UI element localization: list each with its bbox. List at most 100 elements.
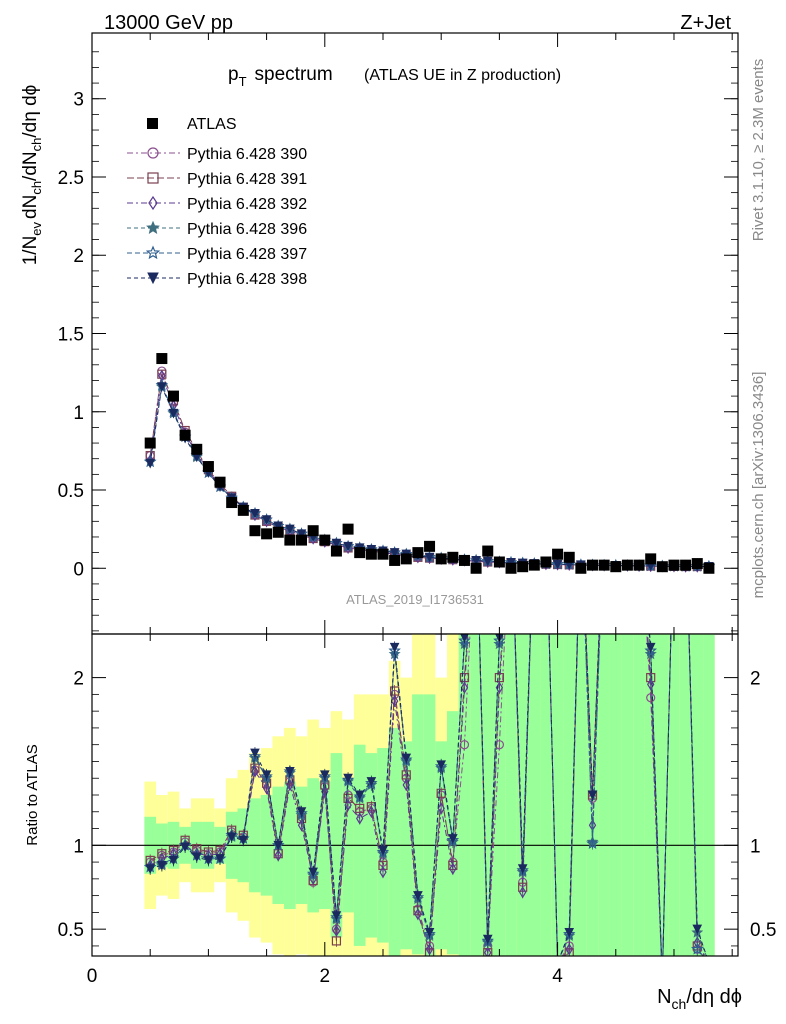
data-point (167, 390, 179, 402)
ratio-point-5 (354, 790, 365, 801)
x-tick-label: 0 (87, 966, 98, 987)
ratio-point-2 (425, 943, 434, 956)
y-tick-label: 2.5 (58, 168, 84, 189)
band-inner (668, 634, 680, 956)
ratio-point-5 (168, 855, 179, 866)
ratio-point-5 (296, 807, 307, 817)
band-inner (388, 727, 401, 956)
ratio-point-5 (645, 642, 656, 653)
band-inner (621, 634, 634, 956)
data-point (284, 534, 296, 546)
ylabel-ch: ch (29, 181, 44, 195)
data-point (470, 562, 482, 574)
ratio-point-5 (378, 845, 388, 856)
series-5-point (250, 508, 260, 519)
ratio-point-5 (343, 773, 353, 784)
band-inner (551, 634, 564, 956)
main-y-ticks: 0 0.5 1 1.5 2 2.5 3 (58, 33, 738, 634)
data-point (493, 556, 505, 568)
data-point (505, 562, 517, 574)
ratio-point-2 (449, 862, 457, 875)
ratio-point-5 (564, 928, 575, 938)
y-tick-label: 2 (73, 246, 84, 267)
x-tick-label: 2 (320, 966, 331, 987)
data-point (540, 556, 552, 568)
ratio-point-2 (518, 886, 527, 899)
data-point (389, 554, 401, 566)
x-tick-label: 4 (552, 966, 563, 987)
ylabel-tail: /dη dϕ (20, 85, 41, 138)
series-5-point (261, 515, 272, 525)
data-point (575, 562, 587, 574)
ratio-point-2 (356, 812, 364, 825)
main-y-label: 1/NevdNch/dNch/dη dϕ (20, 85, 44, 266)
y-tick-label: 3 (73, 90, 84, 111)
header-right: Z+Jet (680, 12, 731, 34)
ratio-y-tick-label-right: 1 (750, 836, 761, 857)
x-axis-label: Nch/dη dϕ (657, 986, 742, 1012)
data-point (447, 551, 459, 563)
band-inner (703, 634, 715, 956)
data-point (691, 558, 703, 570)
ratio-point-5 (401, 753, 412, 764)
series-5-point (343, 541, 353, 552)
band-inner (575, 634, 587, 956)
legend-marker-5 (147, 272, 159, 285)
data-point (365, 548, 377, 560)
data-point (261, 528, 273, 540)
data-point (377, 548, 389, 560)
data-point (237, 504, 249, 516)
ratio-point-2 (379, 865, 387, 879)
data-point (424, 540, 436, 552)
ratio-panel-content (92, 634, 738, 956)
band-inner (679, 634, 692, 956)
ratio-point-2 (414, 907, 422, 921)
legend: ATLAS Pythia 6.428 390 Pythia 6.428 391 Py… (127, 116, 307, 288)
title-main: p (228, 64, 239, 85)
ratio-point-2 (484, 946, 492, 956)
data-point (703, 562, 715, 574)
xlabel-main: N (657, 986, 671, 1008)
ratio-point-2 (344, 798, 352, 812)
band-inner (458, 634, 471, 956)
data-point (482, 545, 494, 557)
series-line-3 (149, 384, 709, 567)
legend-marker-2 (148, 195, 158, 211)
ratio-point-5 (215, 854, 225, 864)
ratio-point-5 (331, 911, 342, 921)
series-5-point (273, 521, 284, 532)
band-inner (540, 634, 552, 956)
band-inner (644, 634, 657, 956)
band-inner (609, 634, 622, 956)
ratio-point-2 (390, 694, 399, 708)
ratio-point-2 (274, 849, 282, 862)
band-inner (423, 694, 436, 956)
main-panel: 0 0.5 1 1.5 2 2.5 3 pT spectrum (ATLAS UE in Z … (20, 32, 739, 635)
legend-marker-0 (147, 147, 159, 159)
ratio-point-2 (437, 802, 445, 815)
ratio-point-5 (203, 855, 214, 866)
ratio-point-5 (448, 834, 458, 844)
band-inner (691, 634, 704, 956)
ratio-y-tick-label-right: 0.5 (750, 920, 776, 941)
data-point (272, 526, 284, 538)
ratio-point-4 (586, 837, 599, 849)
series-5-point (157, 382, 167, 392)
data-point (191, 443, 203, 455)
series-5-point (506, 557, 516, 568)
legend-marker-3 (146, 220, 160, 234)
ratio-point-2 (460, 681, 469, 694)
data-point (633, 559, 645, 571)
band-inner (598, 634, 610, 956)
series-5-point (285, 524, 295, 535)
data-point (296, 534, 308, 546)
data-point (156, 353, 168, 365)
title-sub: T (239, 74, 247, 89)
ylabel-ev: ev (29, 221, 44, 235)
ratio-point-5 (145, 864, 156, 874)
series-line-4 (149, 383, 709, 567)
ratio-point-5 (180, 842, 190, 853)
rivet-watermark: Rivet 3.1.10, ≥ 2.3M events (750, 59, 767, 242)
series-5-point (482, 556, 493, 567)
